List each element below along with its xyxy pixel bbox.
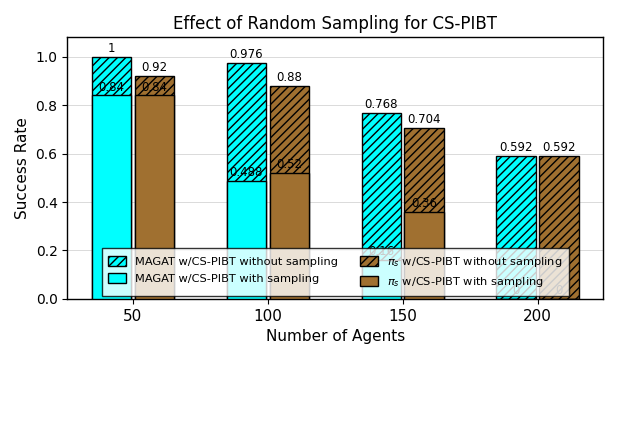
Text: 0: 0 — [556, 284, 563, 297]
X-axis label: Number of Agents: Number of Agents — [266, 329, 405, 344]
Text: 1: 1 — [108, 42, 115, 55]
Text: 0.976: 0.976 — [229, 48, 263, 60]
Text: 0.52: 0.52 — [276, 158, 302, 171]
Text: 0.84: 0.84 — [141, 81, 167, 94]
Bar — [227, 63, 266, 299]
Bar — [404, 212, 444, 299]
Text: 0.92: 0.92 — [141, 61, 167, 74]
Bar — [362, 113, 400, 299]
Bar — [91, 57, 131, 299]
Bar — [227, 181, 266, 299]
Title: Effect of Random Sampling for CS-PIBT: Effect of Random Sampling for CS-PIBT — [173, 15, 497, 33]
Bar — [269, 173, 309, 299]
Bar — [362, 260, 400, 299]
Text: 0.768: 0.768 — [365, 98, 398, 111]
Text: 0.16: 0.16 — [368, 245, 394, 258]
Text: 0.488: 0.488 — [229, 166, 263, 179]
Bar — [496, 155, 536, 299]
Text: 0.592: 0.592 — [499, 141, 533, 154]
Text: 0.88: 0.88 — [276, 71, 302, 84]
Text: 0.36: 0.36 — [411, 197, 437, 210]
Text: 0.592: 0.592 — [542, 141, 576, 154]
Bar — [91, 95, 131, 299]
Y-axis label: Success Rate: Success Rate — [15, 117, 30, 219]
Bar — [540, 155, 578, 299]
Bar — [135, 95, 174, 299]
Bar — [135, 76, 174, 299]
Bar — [404, 128, 444, 299]
Text: 0: 0 — [512, 284, 520, 297]
Legend: MAGAT w/CS-PIBT without sampling, MAGAT w/CS-PIBT with sampling, $\pi_s$ w/CS-PI: MAGAT w/CS-PIBT without sampling, MAGAT … — [101, 248, 569, 296]
Bar — [269, 86, 309, 299]
Text: 0.704: 0.704 — [407, 113, 441, 127]
Text: 0.84: 0.84 — [98, 81, 124, 94]
